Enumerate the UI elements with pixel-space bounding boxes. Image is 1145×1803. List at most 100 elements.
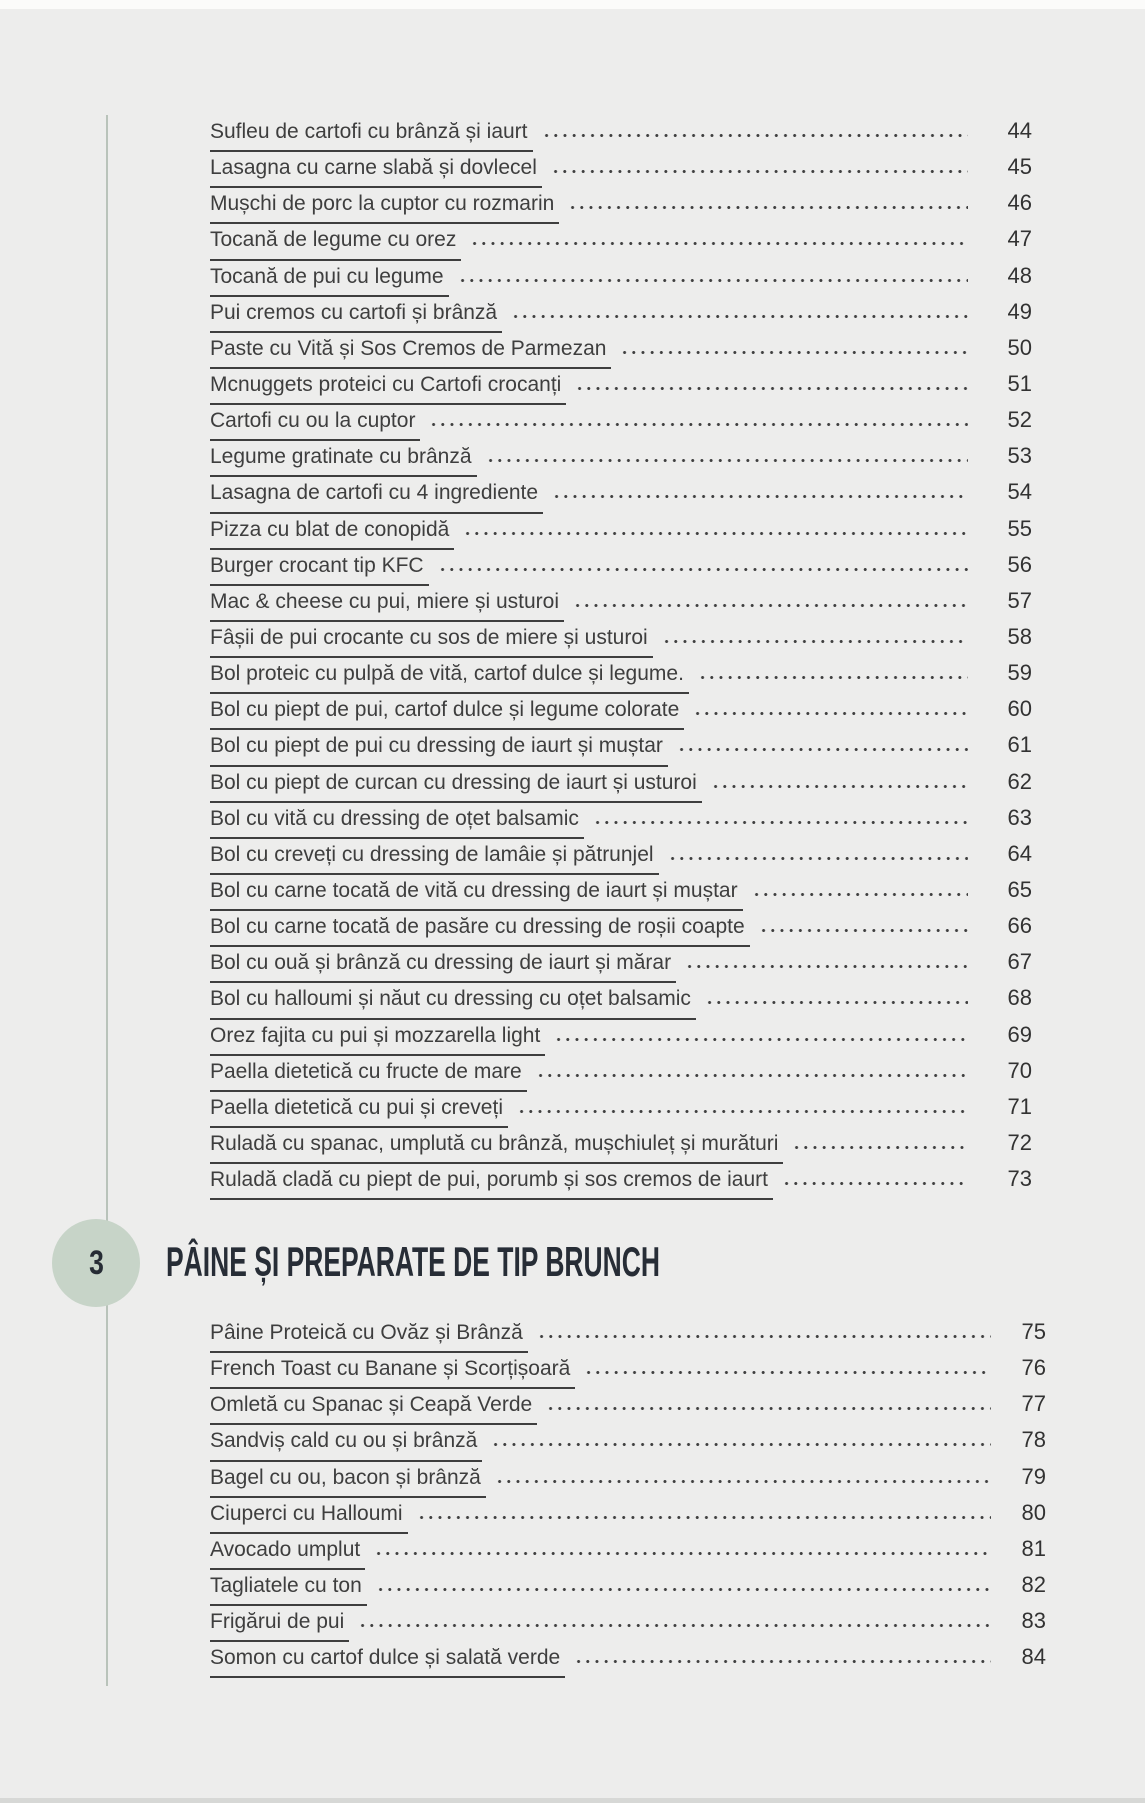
dot-leader xyxy=(544,1406,991,1412)
toc-entry[interactable]: Avocado umplut 81 xyxy=(210,1531,1046,1570)
toc-entry-title[interactable]: Mcnuggets proteici cu Cartofi crocanți xyxy=(210,367,567,406)
toc-entry-title[interactable]: Bol cu halloumi și năut cu dressing cu o… xyxy=(210,981,696,1020)
toc-entry[interactable]: Mcnuggets proteici cu Cartofi crocanți 5… xyxy=(210,366,1032,406)
toc-entry[interactable]: Ciuperci cu Halloumi 80 xyxy=(210,1495,1046,1534)
dot-leader xyxy=(618,349,968,355)
toc-entry[interactable]: Tagliatele cu ton 82 xyxy=(210,1567,1046,1607)
toc-entry[interactable]: Bol cu carne tocată de pasăre cu dressin… xyxy=(210,908,1032,948)
toc-entry[interactable]: Lasagna de cartofi cu 4 ingrediente 54 xyxy=(210,474,1032,514)
toc-entry-title[interactable]: Bagel cu ou, bacon și brânză xyxy=(210,1460,486,1498)
toc-entry[interactable]: Pui cremos cu cartofi și brânză 49 xyxy=(210,294,1032,333)
toc-entry-title[interactable]: Cartofi cu ou la cuptor xyxy=(210,403,421,442)
toc-entry-page-number: 46 xyxy=(1007,190,1032,216)
toc-entry[interactable]: Burger crocant tip KFC 56 xyxy=(210,547,1032,586)
toc-entry[interactable]: Sufleu de cartofi cu brânză și iaurt 44 xyxy=(210,113,1032,153)
toc-entry-title[interactable]: Bol cu vită cu dressing de oțet balsamic xyxy=(210,801,584,839)
dot-leader xyxy=(373,1586,991,1592)
toc-entry-page-number: 60 xyxy=(1007,696,1032,722)
toc-entry[interactable]: Somon cu cartof dulce și salată verde 84 xyxy=(210,1639,1046,1679)
toc-entry-title[interactable]: Bol cu creveți cu dressing de lamâie și … xyxy=(210,837,659,875)
toc-entry-title[interactable]: Bol cu piept de pui cu dressing de iaurt… xyxy=(210,728,668,767)
toc-entry[interactable]: Pâine Proteică cu Ovăz și Brânză 75 xyxy=(210,1314,1046,1354)
toc-entry-title[interactable]: Paella dietetică cu pui și creveți xyxy=(210,1090,508,1128)
dot-leader xyxy=(461,530,968,536)
toc-entry[interactable]: Bol cu carne tocată de vită cu dressing … xyxy=(210,872,1032,912)
dot-leader xyxy=(582,1370,991,1376)
toc-entry[interactable]: Tocană de legume cu orez 47 xyxy=(210,221,1032,261)
toc-entry-title[interactable]: Ciuperci cu Halloumi xyxy=(210,1496,408,1534)
toc-entry-title[interactable]: Bol cu piept de curcan cu dressing de ia… xyxy=(210,765,702,803)
toc-entry-title[interactable]: Sufleu de cartofi cu brânză și iaurt xyxy=(210,114,533,153)
toc-entry-title[interactable]: Paste cu Vită și Sos Cremos de Parmezan xyxy=(210,331,612,369)
dot-leader xyxy=(779,1181,968,1187)
toc-entry[interactable]: Bol cu creveți cu dressing de lamâie și … xyxy=(210,836,1032,875)
dot-leader xyxy=(570,602,968,608)
toc-entry-title[interactable]: Mușchi de porc la cuptor cu rozmarin xyxy=(210,186,560,225)
toc-entry-title[interactable]: Fâșii de pui crocante cu sos de miere și… xyxy=(210,620,653,659)
toc-entry[interactable]: Bagel cu ou, bacon și brânză 79 xyxy=(210,1459,1046,1498)
toc-entry[interactable]: Ruladă cladă cu piept de pui, porumb și … xyxy=(210,1161,1032,1201)
toc-entry[interactable]: Pizza cu blat de conopidă 55 xyxy=(210,511,1032,550)
toc-entry-title[interactable]: Avocado umplut xyxy=(210,1532,366,1570)
toc-entry[interactable]: French Toast cu Banane și Scorțișoară 76 xyxy=(210,1350,1046,1390)
toc-entry-title[interactable]: Bol proteic cu pulpă de vită, cartof dul… xyxy=(210,656,689,695)
toc-entry-title[interactable]: Tocană de legume cu orez xyxy=(210,222,462,261)
toc-entry-page-number: 59 xyxy=(1007,660,1032,686)
top-page-edge xyxy=(0,0,1145,9)
toc-entry[interactable]: Omletă cu Spanac și Ceapă Verde 77 xyxy=(210,1386,1046,1426)
toc-entry-title[interactable]: Sandviș cald cu ou și brânză xyxy=(210,1423,483,1462)
dot-leader xyxy=(468,241,968,247)
toc-entry-title[interactable]: Ruladă cu spanac, umplută cu brânză, muș… xyxy=(210,1126,784,1165)
toc-entry[interactable]: Bol proteic cu pulpă de vită, cartof dul… xyxy=(210,655,1032,695)
toc-entry-page-number: 67 xyxy=(1007,949,1032,975)
toc-entry-title[interactable]: Omletă cu Spanac și Ceapă Verde xyxy=(210,1387,538,1426)
toc-entry-title[interactable]: Lasagna cu carne slabă și dovlecel xyxy=(210,150,542,189)
toc-entry-title[interactable]: Lasagna de cartofi cu 4 ingrediente xyxy=(210,475,544,514)
toc-entry[interactable]: Sandviș cald cu ou și brânză 78 xyxy=(210,1422,1046,1462)
toc-entry[interactable]: Mac & cheese cu pui, miere și usturoi 57 xyxy=(210,583,1032,622)
toc-entry[interactable]: Bol cu ouă și brânză cu dressing de iaur… xyxy=(210,944,1032,984)
dot-leader xyxy=(455,277,968,283)
toc-entry-title[interactable]: Ruladă cladă cu piept de pui, porumb și … xyxy=(210,1162,773,1201)
toc-entry[interactable]: Fâșii de pui crocante cu sos de miere și… xyxy=(210,619,1032,659)
toc-entry-title[interactable]: Legume gratinate cu brânză xyxy=(210,439,477,478)
dot-leader xyxy=(372,1550,991,1556)
dot-leader xyxy=(683,964,968,970)
toc-entry-title[interactable]: Tagliatele cu ton xyxy=(210,1568,367,1607)
toc-entry-title[interactable]: Tocană de pui cu legume xyxy=(210,259,449,297)
toc-entry-title[interactable]: Pizza cu blat de conopidă xyxy=(210,512,455,550)
toc-entry-title[interactable]: Pâine Proteică cu Ovăz și Brânză xyxy=(210,1315,528,1354)
toc-entry[interactable]: Orez fajita cu pui și mozzarella light 6… xyxy=(210,1017,1032,1056)
toc-entry-title[interactable]: Bol cu carne tocată de vită cu dressing … xyxy=(210,873,743,912)
toc-entry-title[interactable]: Pui cremos cu cartofi și brânză xyxy=(210,295,503,333)
toc-entry[interactable]: Legume gratinate cu brânză 53 xyxy=(210,438,1032,478)
toc-entry-title[interactable]: Orez fajita cu pui și mozzarella light xyxy=(210,1018,546,1056)
toc-entry-title[interactable]: Bol cu piept de pui, cartof dulce și leg… xyxy=(210,692,685,731)
toc-entry[interactable]: Bol cu piept de pui cu dressing de iaurt… xyxy=(210,727,1032,767)
toc-entry-title[interactable]: French Toast cu Banane și Scorțișoară xyxy=(210,1351,576,1390)
toc-entry-page-number: 64 xyxy=(1007,840,1032,866)
toc-entry[interactable]: Bol cu piept de curcan cu dressing de ia… xyxy=(210,764,1032,803)
toc-entry-title[interactable]: Paella dietetică cu fructe de mare xyxy=(210,1054,527,1092)
toc-entry-title[interactable]: Bol cu ouă și brânză cu dressing de iaur… xyxy=(210,945,677,984)
toc-entry-title[interactable]: Somon cu cartof dulce și salată verde xyxy=(210,1640,566,1679)
toc-entry[interactable]: Bol cu halloumi și năut cu dressing cu o… xyxy=(210,980,1032,1020)
toc-entry[interactable]: Bol cu piept de pui, cartof dulce și leg… xyxy=(210,691,1032,731)
toc-entry[interactable]: Bol cu vită cu dressing de oțet balsamic… xyxy=(210,800,1032,839)
toc-entry-title[interactable]: Mac & cheese cu pui, miere și usturoi xyxy=(210,584,564,622)
toc-entry-title[interactable]: Burger crocant tip KFC xyxy=(210,548,429,586)
toc-entry[interactable]: Mușchi de porc la cuptor cu rozmarin 46 xyxy=(210,185,1032,225)
toc-entry[interactable]: Paella dietetică cu fructe de mare 70 xyxy=(210,1053,1032,1092)
toc-entry[interactable]: Paella dietetică cu pui și creveți 71 xyxy=(210,1089,1032,1128)
dot-leader xyxy=(665,855,968,861)
toc-entry[interactable]: Ruladă cu spanac, umplută cu brânză, muș… xyxy=(210,1125,1032,1165)
toc-entry-title[interactable]: Frigărui de pui xyxy=(210,1604,350,1643)
toc-entry[interactable]: Paste cu Vită și Sos Cremos de Parmezan … xyxy=(210,330,1032,369)
toc-entry[interactable]: Lasagna cu carne slabă și dovlecel 45 xyxy=(210,149,1032,189)
toc-entry-title[interactable]: Bol cu carne tocată de pasăre cu dressin… xyxy=(210,909,750,948)
toc-entry[interactable]: Tocană de pui cu legume 48 xyxy=(210,258,1032,297)
toc-entry[interactable]: Frigărui de pui 83 xyxy=(210,1603,1046,1643)
dot-leader xyxy=(749,891,968,897)
section-title: PÂINE ȘI PREPARATE DE TIP BRUNCH xyxy=(166,1238,660,1285)
toc-entry[interactable]: Cartofi cu ou la cuptor 52 xyxy=(210,402,1032,442)
